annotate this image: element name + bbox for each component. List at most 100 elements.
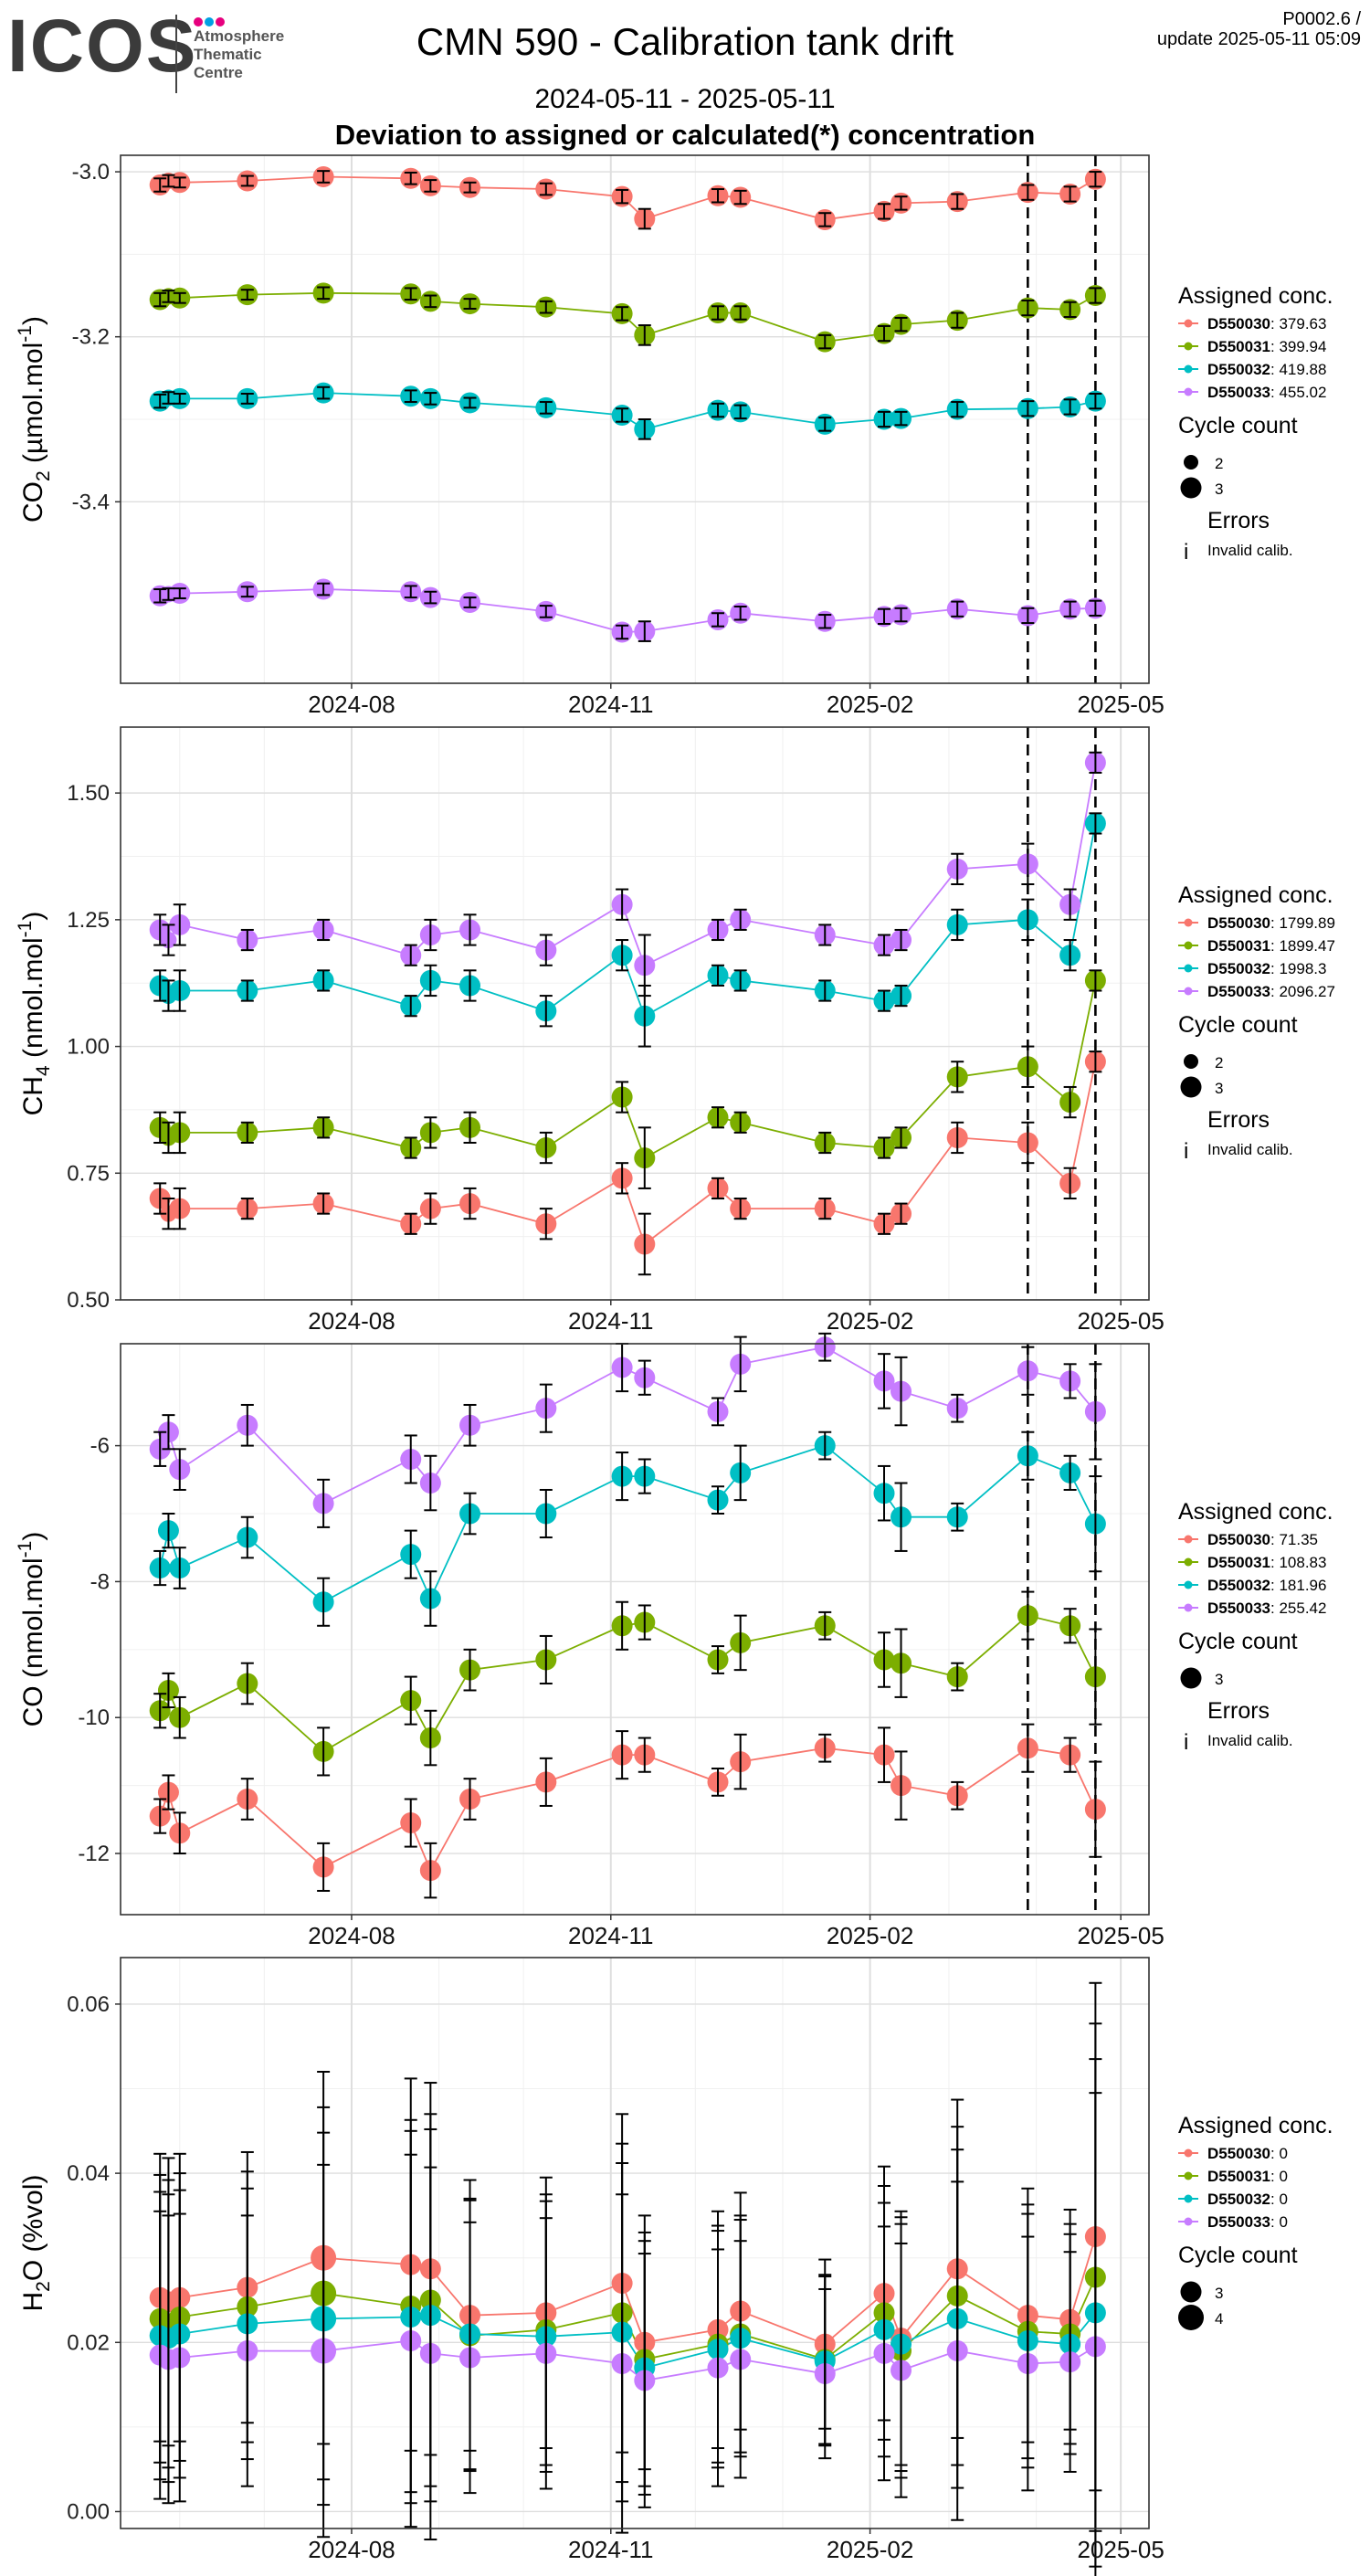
legend-entry-D550030: D550030: 71.35 — [1207, 1531, 1318, 1548]
legend-title: Assigned conc. — [1178, 2113, 1333, 2138]
x-tick-label: 2025-05 — [1077, 1922, 1164, 1949]
x-tick-label: 2025-05 — [1077, 691, 1164, 718]
y-axis-label-part: (nmol.mol — [18, 1557, 48, 1685]
legend-cycle-point — [1180, 1076, 1202, 1098]
legend-entry-name: D550030 — [1207, 914, 1270, 932]
legend-entry-D550033: D550033: 255.42 — [1207, 1599, 1326, 1617]
icos-logo: ICOS — [7, 5, 198, 88]
legend-cycle-point — [1178, 2305, 1204, 2330]
legend-entry-D550030: D550030: 0 — [1207, 2145, 1288, 2162]
y-axis-label-part: H — [18, 2292, 48, 2312]
legend-key-point — [1184, 342, 1193, 351]
y-axis-label-part: 2 — [33, 470, 54, 481]
y-tick-label: 0.50 — [67, 1288, 110, 1313]
y-tick-label: 0.00 — [67, 2499, 110, 2524]
legend-entry-value: : 71.35 — [1270, 1531, 1318, 1548]
legend-key-point — [1184, 1603, 1193, 1612]
legend-entry-name: D550031 — [1207, 2168, 1270, 2185]
legend-entry-D550031: D550031: 1899.47 — [1207, 937, 1335, 955]
x-tick-label: 2024-08 — [308, 1307, 395, 1335]
x-tick-label: 2025-02 — [827, 2536, 913, 2563]
legend-cycle-label: 3 — [1215, 480, 1223, 498]
y-axis-label-part: -1 — [15, 325, 36, 343]
legend-entry-D550032: D550032: 0 — [1207, 2191, 1288, 2208]
legend-entry-value: : 1799.89 — [1270, 914, 1335, 932]
legend-cycle-point — [1180, 1667, 1202, 1689]
x-tick-label: 2025-02 — [827, 691, 913, 718]
legend-errors-title: Errors — [1207, 508, 1270, 533]
x-tick-label: 2025-02 — [827, 1307, 913, 1335]
legend-key-point — [1184, 987, 1193, 996]
legend-entry-value: : 1998.3 — [1270, 960, 1326, 977]
series-line-D550031 — [159, 980, 1097, 1159]
legend-key-point — [1184, 1557, 1193, 1567]
y-axis-label-part: 4 — [33, 1065, 54, 1076]
y-axis-label-part: -1 — [15, 921, 36, 938]
x-tick-label: 2024-11 — [568, 691, 654, 718]
legend-entry-D550031: D550031: 0 — [1207, 2168, 1288, 2185]
legend-cycle-title: Cycle count — [1178, 1629, 1298, 1654]
chart-subtitle: Deviation to assigned or calculated(*) c… — [334, 119, 1036, 151]
legend-entry-value: : 2096.27 — [1270, 983, 1335, 1000]
series-line-D550030 — [159, 2236, 1097, 2346]
legend-entry-name: D550032 — [1207, 960, 1270, 977]
legend-errors-label: Invalid calib. — [1207, 1732, 1293, 1749]
y-axis-label-part: O (%vol) — [18, 2174, 48, 2281]
legend-entry-D550032: D550032: 181.96 — [1207, 1577, 1326, 1594]
legend-entry-name: D550033 — [1207, 1599, 1270, 1617]
legend-title: Assigned conc. — [1178, 882, 1333, 908]
legend-cycle-label: 3 — [1215, 1671, 1223, 1688]
y-tick-label: -12 — [78, 1842, 110, 1866]
y-axis-label-part: -1 — [15, 1541, 36, 1558]
legend-entry-name: D550032 — [1207, 2191, 1270, 2208]
x-tick-label: 2024-11 — [568, 1307, 654, 1335]
y-tick-label: -10 — [78, 1705, 110, 1730]
legend-entry-D550030: D550030: 379.63 — [1207, 315, 1326, 333]
y-tick-label: 1.00 — [67, 1035, 110, 1060]
panel-border — [120, 1957, 1150, 2529]
legend-cycle-label: 2 — [1215, 455, 1223, 472]
logo-sub-line: Centre — [194, 64, 243, 81]
y-tick-label: 0.04 — [67, 2161, 110, 2186]
legend-entry-D550031: D550031: 108.83 — [1207, 1554, 1326, 1571]
y-axis-label-part: CH — [18, 1076, 48, 1115]
y-tick-label: 1.50 — [67, 781, 110, 806]
legend-cycle-point — [1184, 455, 1198, 470]
legend-title: Assigned conc. — [1178, 1499, 1333, 1525]
y-axis-label-part: ) — [18, 316, 48, 325]
legend-cycle-point — [1184, 1054, 1198, 1069]
panel-border — [120, 1343, 1150, 1916]
y-axis-label-part: 2 — [33, 2281, 54, 2292]
header: ICOS Atmosphere Thematic Centre CMN 590 … — [0, 0, 1370, 155]
legend-cycle-label: 4 — [1215, 2310, 1223, 2328]
series-line-D550032 — [159, 823, 1097, 1018]
legend-cycle-label: 3 — [1215, 2285, 1223, 2302]
legend-entry-value: : 379.63 — [1270, 315, 1326, 333]
y-tick-label: 1.25 — [67, 908, 110, 933]
legend-entry-value: : 255.42 — [1270, 1599, 1326, 1617]
legend-entry-value: : 0 — [1270, 2191, 1288, 2208]
series-line-D550030 — [159, 1061, 1097, 1246]
legend-entry-name: D550030 — [1207, 315, 1270, 333]
y-axis-label-part: ) — [18, 912, 48, 921]
legend-entry-value: : 108.83 — [1270, 1554, 1326, 1571]
legend-key-point — [1184, 2171, 1193, 2180]
y-tick-label: 0.02 — [67, 2330, 110, 2355]
x-tick-label: 2024-08 — [308, 1922, 395, 1949]
y-tick-label: 0.75 — [67, 1161, 110, 1186]
page-id: P0002.6 / update 2025-05-11 05:09 — [1157, 9, 1361, 49]
legend-entry-value: : 1899.47 — [1270, 937, 1335, 955]
logo-dots-icon — [194, 15, 227, 31]
legend-key-point — [1184, 2148, 1193, 2158]
logo-sub-line: Thematic — [194, 46, 262, 63]
legend-errors-title: Errors — [1207, 1698, 1270, 1724]
page-id-label: P0002.6 / — [1282, 9, 1361, 29]
panel-border — [120, 726, 1150, 1301]
legend-cycle-title: Cycle count — [1178, 1012, 1298, 1038]
legend-error-glyph-icon: i — [1184, 540, 1188, 565]
y-tick-label: -3.4 — [72, 490, 110, 514]
legend-title: Assigned conc. — [1178, 283, 1333, 309]
legend-entry-D550033: D550033: 2096.27 — [1207, 983, 1335, 1000]
legend-entry-D550030: D550030: 1799.89 — [1207, 914, 1335, 932]
